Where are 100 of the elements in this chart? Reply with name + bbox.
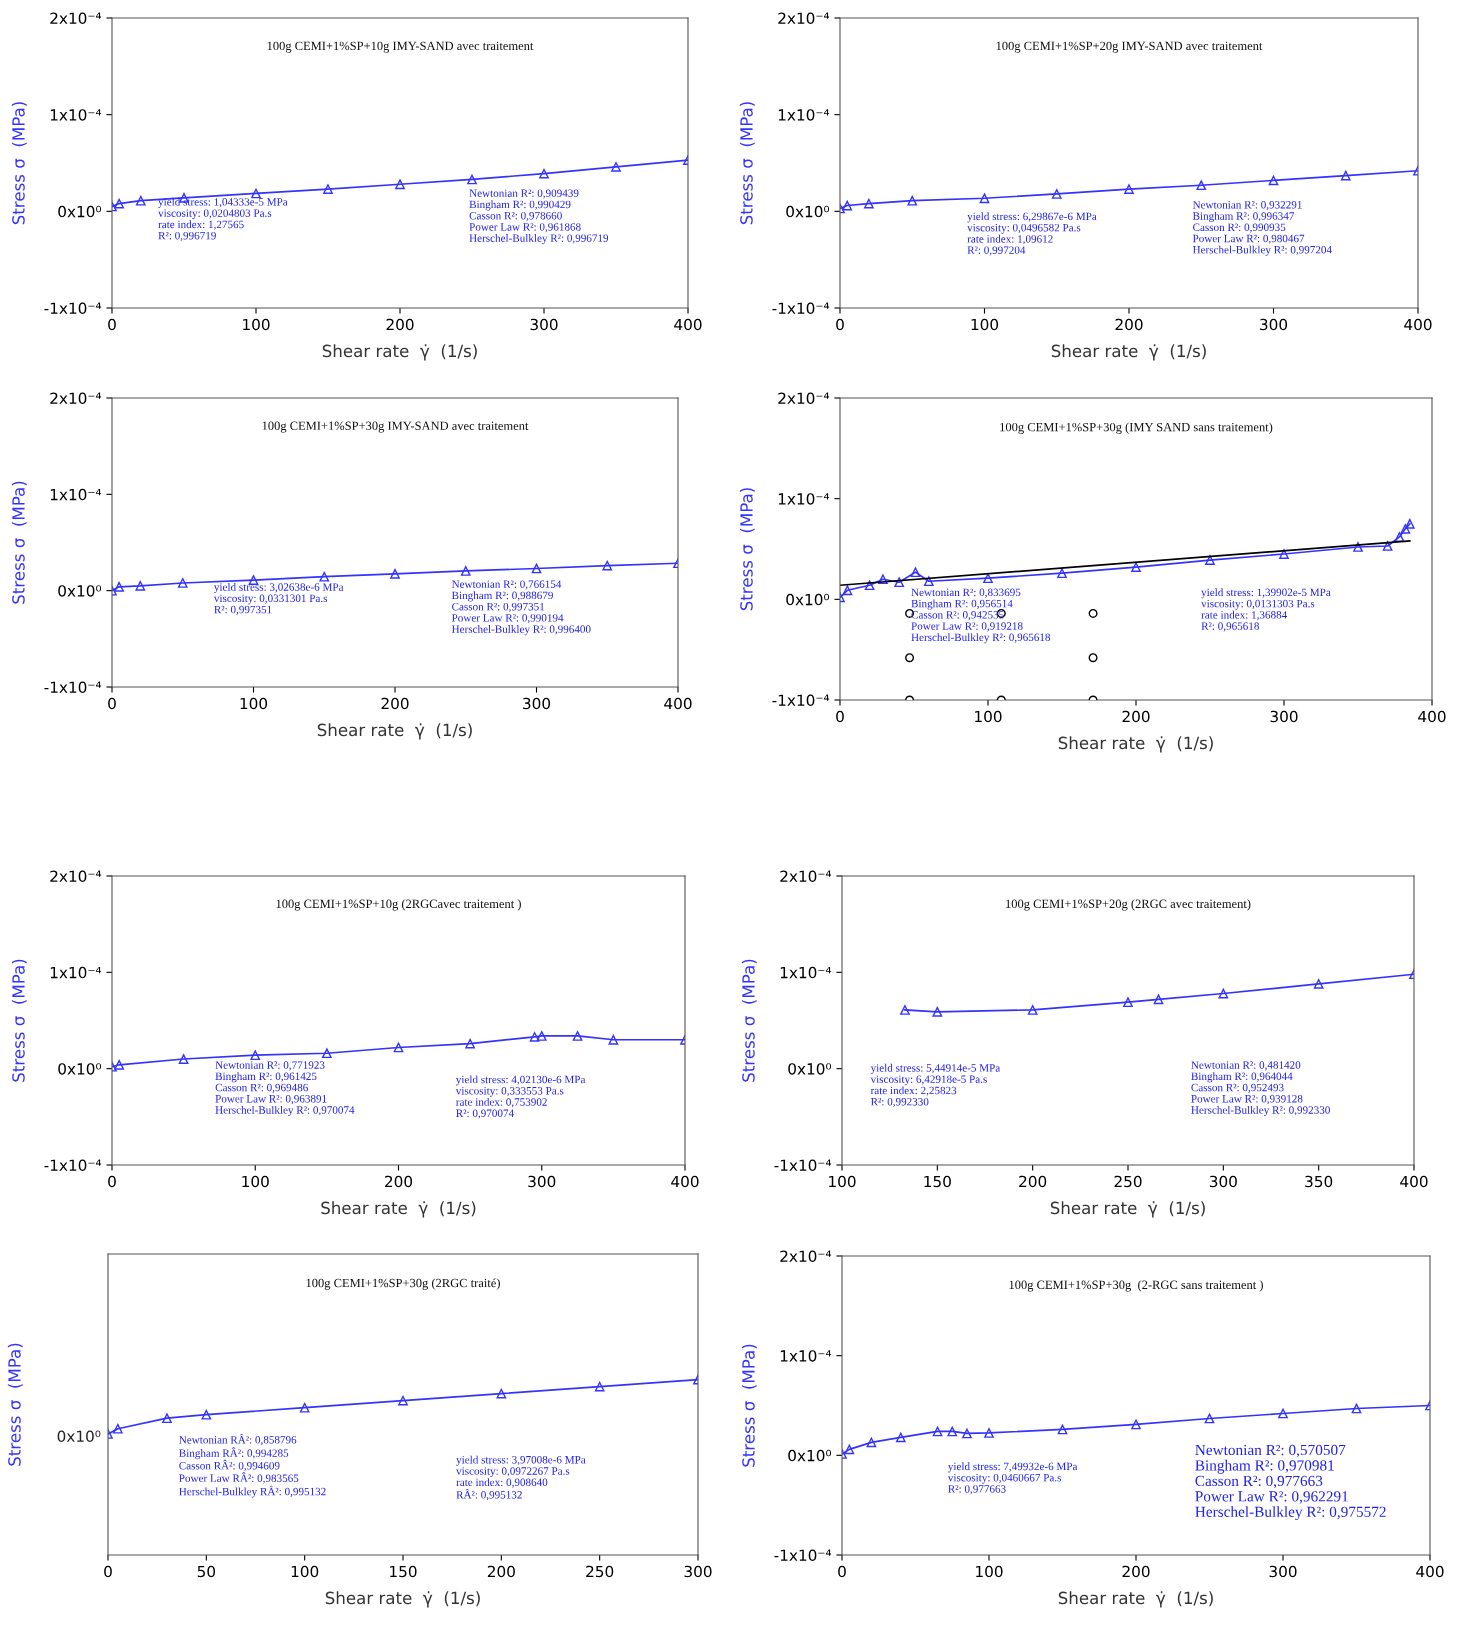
x-tick-label: 300: [684, 1565, 712, 1578]
point: [1353, 542, 1363, 552]
point: [864, 580, 875, 591]
point: [1123, 997, 1133, 1008]
annotation: yield stress: 6,29867e-6 MPa viscosity: 0,0496582 Pa.s rate index: 1,09612 R²: 0,997204: [967, 212, 1097, 256]
point: [1268, 175, 1279, 186]
x-tick-label: 400: [664, 697, 692, 710]
y-tick-label: 1x10⁻⁴: [50, 109, 102, 121]
point: [1153, 994, 1164, 1005]
point: [178, 1054, 189, 1064]
point: [1131, 562, 1141, 572]
point: [842, 200, 853, 211]
point: [536, 1031, 547, 1041]
y-tick-label: 2x10⁻⁴: [50, 12, 102, 25]
y-tick-label: 0x10⁰: [58, 205, 102, 218]
y-tick-label: 2x10⁻⁴: [50, 392, 102, 405]
x-tick-label: 300: [1260, 318, 1288, 331]
y-axis-title: Stress σ (MPa): [7, 1343, 23, 1466]
point: [112, 1423, 123, 1434]
x-axis-title: Shear rate γ̇ (1/s): [1051, 344, 1206, 361]
point: [932, 1006, 943, 1017]
x-tick-label: 200: [1122, 1565, 1150, 1578]
chart-title: 100g CEMI+1%SP+30g (2RGC traité): [306, 1278, 500, 1290]
point: [1279, 549, 1289, 559]
annotation: yield stress: 4,02130e-6 MPa viscosity: 0,333553 Pa.s rate index: 0,753902 R²: 0,970074: [455, 1075, 586, 1119]
point: [319, 571, 330, 582]
x-tick-label: 250: [1114, 1175, 1142, 1188]
point: [496, 1388, 507, 1399]
y-tick-label: 1x10⁻⁴: [50, 488, 102, 501]
point: [398, 1395, 408, 1406]
point: [572, 1031, 583, 1041]
x-tick-label: 0: [108, 697, 116, 710]
x-tick-label: 400: [1404, 318, 1432, 331]
point: [962, 1428, 972, 1439]
annotation: Newtonian R²: 0,771923 Bingham R²: 0,961425 Casson R²: 0,969486 Power Law R²: 0,963891 Herschel-Bulkley R²: 0,970074: [215, 1061, 355, 1117]
point: [602, 560, 613, 571]
text: 100g CEMI+1%SP+20g (2RGC avec traitement): [1006, 899, 1251, 911]
x-tick-label: 100: [829, 1175, 856, 1188]
x-axis-title: Shear rate γ̇ (1/s): [322, 344, 477, 361]
point: [1131, 1419, 1141, 1430]
x-tick-label: 200: [385, 1175, 413, 1188]
point: [1027, 1005, 1038, 1015]
point: [390, 568, 400, 579]
point: [1340, 170, 1351, 181]
point: [905, 653, 915, 663]
point: [1205, 555, 1215, 565]
x-tick-label: 0: [108, 318, 116, 331]
point: [1088, 608, 1098, 618]
point: [467, 174, 477, 185]
point: [177, 578, 188, 588]
point: [201, 1409, 212, 1420]
y-tick-label: 1x10⁻⁴: [780, 966, 832, 979]
x-axis-title: Shear rate γ̇ (1/s): [325, 1591, 480, 1608]
x-tick-label: 100: [975, 710, 1002, 723]
x-tick-label: 300: [1269, 1565, 1297, 1578]
point: [135, 580, 146, 591]
x-tick-label: 150: [390, 1565, 417, 1578]
x-tick-label: 200: [1122, 710, 1150, 723]
y-tick-label: -1x10⁻⁴: [44, 1159, 102, 1172]
x-tick-label: 300: [1270, 710, 1298, 723]
text: 100g CEMI+1%SP+30g (2-RGC sans traitement ): [1009, 1280, 1263, 1292]
text: 100g CEMI+1%SP+10g IMY-SAND avec traitement: [267, 41, 534, 53]
text: 100g CEMI+1%SP+10g (2RGCavec traitement ): [276, 899, 521, 911]
point: [250, 1050, 261, 1061]
point: [1400, 524, 1411, 534]
x-tick-label: 300: [530, 318, 558, 331]
point: [844, 1444, 855, 1455]
y-tick-label: 1x10⁻⁴: [778, 493, 830, 505]
x-tick-label: 200: [487, 1565, 515, 1578]
point: [114, 1059, 125, 1070]
text: 100g CEMI+1%SP+30g IMY-SAND avec traitement: [262, 421, 529, 433]
y-axis-title: Stress σ (MPa): [11, 481, 27, 604]
point: [393, 1042, 404, 1053]
point: [910, 567, 921, 578]
point: [866, 1437, 877, 1448]
point: [907, 195, 918, 206]
point: [947, 1426, 958, 1437]
point: [984, 1428, 994, 1438]
x-tick-label: 100: [971, 318, 999, 331]
x-axis-title: Shear rate γ̇ (1/s): [317, 723, 472, 740]
y-axis-title: Stress σ (MPa): [739, 488, 755, 611]
x-tick-label: 100: [291, 1565, 319, 1578]
y-axis-title: Stress σ (MPa): [739, 102, 755, 225]
annotation: Newtonian R²: 0,481420 Bingham R²: 0,964044 Casson R²: 0,952493 Power Law R²: 0,939128 Herschel-Bulkley R²: 0,992330: [1191, 1061, 1330, 1117]
y-tick-label: -1x10⁻⁴: [774, 1159, 832, 1172]
point: [594, 1381, 605, 1392]
y-tick-label: 2x10⁻⁴: [50, 870, 102, 883]
annotation: yield stress: 7,49932e-6 MPa viscosity: 0,0460667 Pa.s R²: 0,977663: [947, 1462, 1078, 1495]
x-tick-label: 300: [1209, 1175, 1237, 1188]
point: [531, 563, 542, 574]
point: [1218, 988, 1229, 999]
y-tick-label: 0x10⁰: [788, 1063, 832, 1075]
point: [1404, 518, 1415, 529]
x-tick-label: 150: [924, 1175, 951, 1188]
point: [1204, 1413, 1215, 1424]
point: [878, 574, 888, 585]
point: [539, 168, 549, 179]
point: [322, 1048, 332, 1059]
point: [1382, 541, 1393, 551]
point: [1057, 1424, 1068, 1435]
